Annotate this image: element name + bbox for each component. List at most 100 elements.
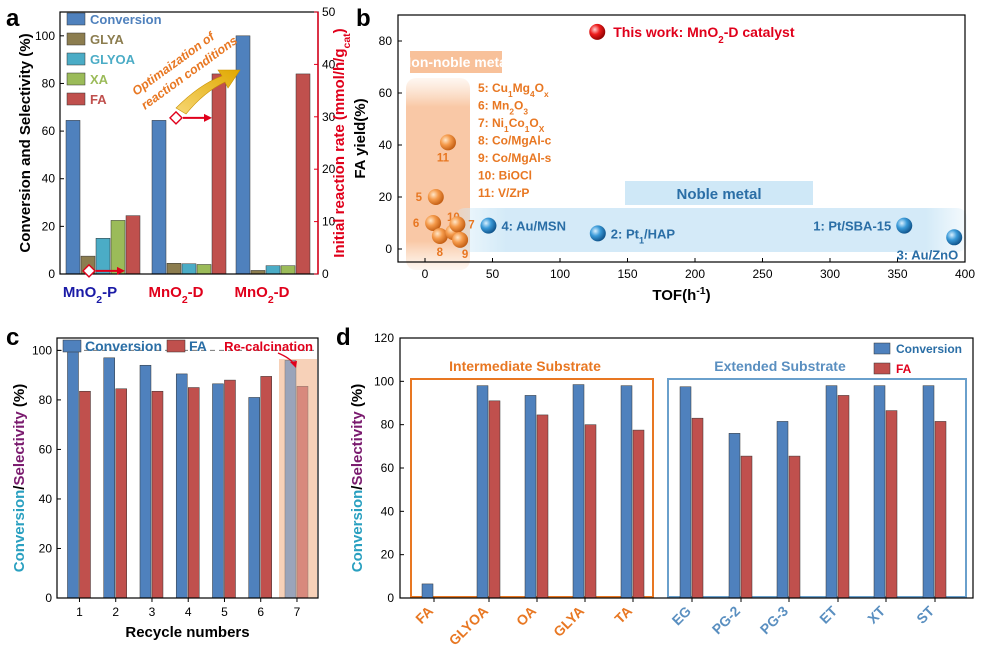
x-axis-title-part: -1 bbox=[696, 285, 705, 297]
panel-c: c 1 2 3 4 5 6 7 0 20 40 60 80 100 Recycle numbers Conve… bbox=[6, 324, 319, 641]
noble-point bbox=[946, 229, 963, 246]
non-noble-point-label: 11 bbox=[437, 152, 450, 164]
legend-swatch-conversion bbox=[66, 12, 86, 26]
bar-conversion bbox=[825, 385, 838, 599]
x-tick-label: EG bbox=[668, 603, 694, 629]
y-axis-title-part: Conversion bbox=[11, 490, 28, 573]
non-noble-legend-item-part: Mg bbox=[513, 81, 530, 95]
bar-conversion bbox=[873, 385, 886, 599]
y-axis-title-part: Conversion bbox=[349, 490, 366, 573]
bar-conversion bbox=[476, 385, 489, 599]
category-label-part: 2 bbox=[182, 294, 188, 306]
legend-swatch-fa bbox=[873, 362, 891, 375]
category-label-part: MnO bbox=[235, 284, 269, 301]
non-noble-point-label: 6 bbox=[413, 218, 419, 230]
category-label-part: MnO bbox=[149, 284, 183, 301]
x-tick-label: PG-3 bbox=[757, 603, 792, 638]
y-axis-title-part: Selectivity bbox=[11, 411, 28, 486]
y-axis-title: FA yield(%) bbox=[352, 98, 369, 178]
x-tick-label: XT bbox=[864, 602, 888, 626]
y-tick-label: 0 bbox=[387, 591, 394, 605]
bar-glya bbox=[166, 263, 182, 275]
category-label-part: -D bbox=[274, 284, 290, 301]
non-noble-legend-item-part: 10: BiOCl bbox=[478, 169, 532, 183]
panel-label-a: a bbox=[6, 5, 20, 32]
bar-conversion bbox=[776, 421, 789, 599]
x-tick-label: 4 bbox=[185, 605, 192, 619]
x-tick-label: 3 bbox=[149, 605, 156, 619]
x-tick-label: ST bbox=[913, 602, 937, 626]
y-tick-label: 20 bbox=[381, 548, 395, 562]
non-noble-legend-item-part: 4 bbox=[530, 89, 535, 99]
rate-marker bbox=[169, 110, 183, 125]
non-noble-legend-item-part: 6: Mn bbox=[478, 99, 509, 113]
non-noble-point-label: 5 bbox=[416, 192, 423, 204]
non-noble-legend-item-part: Co bbox=[509, 116, 525, 130]
highlight-label-part: -D catalyst bbox=[724, 24, 795, 40]
panel-label-d: d bbox=[336, 324, 351, 351]
panel-label-b: b bbox=[356, 5, 371, 32]
bar-conversion bbox=[212, 383, 224, 599]
y-tick-label: 80 bbox=[379, 34, 393, 48]
bar-xa bbox=[280, 265, 296, 275]
bar-conversion bbox=[421, 583, 434, 599]
legend-swatch-fa bbox=[66, 92, 86, 106]
noble-title: Noble metal bbox=[676, 186, 761, 203]
x-tick-label: 250 bbox=[752, 267, 772, 281]
bar-conversion bbox=[728, 433, 741, 599]
category-label-part: 2 bbox=[268, 294, 274, 306]
legend-label-fa: FA bbox=[90, 92, 107, 107]
noble-point bbox=[480, 217, 497, 234]
legend-label-xa: XA bbox=[90, 72, 109, 87]
optimization-arrow bbox=[175, 69, 241, 115]
legend-label-fa: FA bbox=[189, 338, 207, 354]
bar-fa bbox=[187, 387, 200, 599]
non-noble-legend-item-part: 9: Co/MgAl-s bbox=[478, 151, 552, 165]
y2-tick-label: 0 bbox=[322, 267, 329, 281]
plot-frame-c bbox=[56, 337, 319, 599]
rate-arrow-head bbox=[204, 113, 212, 122]
bar-conversion bbox=[524, 395, 537, 599]
extended-box bbox=[667, 378, 967, 598]
y-axis-title-part: Selectivity bbox=[349, 411, 366, 486]
y-tick-label: 80 bbox=[381, 418, 395, 432]
y-tick-label: 80 bbox=[42, 76, 56, 90]
bar-conversion bbox=[175, 373, 188, 599]
bar-fa bbox=[296, 386, 309, 599]
y-tick-label: 40 bbox=[42, 172, 56, 186]
y2-tick-label: 50 bbox=[322, 5, 336, 19]
bar-fa bbox=[837, 395, 850, 599]
x-tick-label: 50 bbox=[486, 267, 500, 281]
x-tick-label: 6 bbox=[257, 605, 264, 619]
x-tick-label: FA bbox=[412, 603, 436, 627]
x-tick-label: 300 bbox=[820, 267, 840, 281]
bar-fa bbox=[260, 376, 272, 599]
y-axis-title: Conversion/Selectivity (%) bbox=[349, 384, 366, 572]
y2-tick-label: 10 bbox=[322, 215, 336, 229]
noble-point-label: 1: Pt/SBA-15 bbox=[813, 219, 891, 234]
recalcination-label: Re-calcination bbox=[224, 339, 313, 354]
intermediate-title: Intermediate Substrate bbox=[449, 358, 601, 374]
y-axis-title-part: / bbox=[11, 485, 28, 490]
bar-conversion bbox=[248, 397, 260, 599]
y-axis-title-part: (%) bbox=[11, 384, 28, 412]
bar-xa bbox=[110, 220, 126, 275]
panel-d: d Intermediate Substrate Extended Substrat… bbox=[336, 324, 974, 648]
highlight-marker bbox=[589, 23, 606, 40]
noble-point-label: 2: Pt1/HAP bbox=[611, 226, 676, 245]
noble-point-label: 4: Au/MSN bbox=[501, 219, 566, 234]
y-tick-label: 40 bbox=[379, 138, 393, 152]
bar-fa bbox=[740, 455, 753, 599]
non-noble-legend-item: 10: BiOCl bbox=[478, 169, 532, 183]
highlight-label-part: 2 bbox=[718, 34, 724, 45]
noble-point-label-part: 1 bbox=[639, 235, 644, 245]
x-tick-label: TA bbox=[611, 603, 635, 627]
highlight-label: This work: MnO2-D catalyst bbox=[613, 24, 795, 46]
non-noble-title-bg bbox=[410, 51, 502, 73]
x-tick-label: 200 bbox=[685, 267, 705, 281]
legend-swatch-glyoa bbox=[66, 52, 86, 66]
non-noble-legend-item: 6: Mn2O3 bbox=[478, 99, 528, 117]
category-label-part: -D bbox=[188, 284, 204, 301]
non-noble-legend-item-part: 1 bbox=[525, 124, 530, 134]
category-label: MnO2-D bbox=[235, 284, 290, 306]
